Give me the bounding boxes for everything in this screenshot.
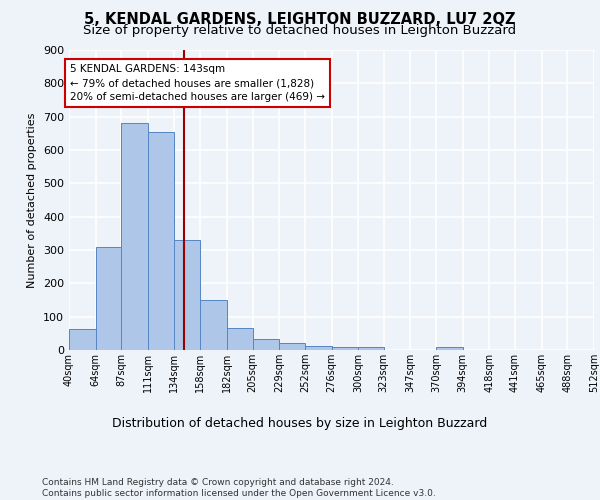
Text: Size of property relative to detached houses in Leighton Buzzard: Size of property relative to detached ho… — [83, 24, 517, 37]
Bar — [227, 328, 253, 350]
Bar — [436, 348, 463, 350]
Bar — [69, 330, 95, 350]
Text: Distribution of detached houses by size in Leighton Buzzard: Distribution of detached houses by size … — [112, 418, 488, 430]
Text: Contains HM Land Registry data © Crown copyright and database right 2024.
Contai: Contains HM Land Registry data © Crown c… — [42, 478, 436, 498]
Bar — [200, 300, 227, 350]
Bar — [121, 124, 148, 350]
Bar — [95, 246, 121, 350]
Bar — [279, 344, 305, 350]
Y-axis label: Number of detached properties: Number of detached properties — [28, 112, 37, 288]
Bar — [358, 346, 384, 350]
Text: 5 KENDAL GARDENS: 143sqm
← 79% of detached houses are smaller (1,828)
20% of sem: 5 KENDAL GARDENS: 143sqm ← 79% of detach… — [70, 64, 325, 102]
Bar — [331, 346, 358, 350]
Text: 5, KENDAL GARDENS, LEIGHTON BUZZARD, LU7 2QZ: 5, KENDAL GARDENS, LEIGHTON BUZZARD, LU7… — [84, 12, 516, 28]
Bar — [148, 132, 173, 350]
Bar — [173, 240, 200, 350]
Bar — [305, 346, 331, 350]
Bar — [253, 339, 279, 350]
